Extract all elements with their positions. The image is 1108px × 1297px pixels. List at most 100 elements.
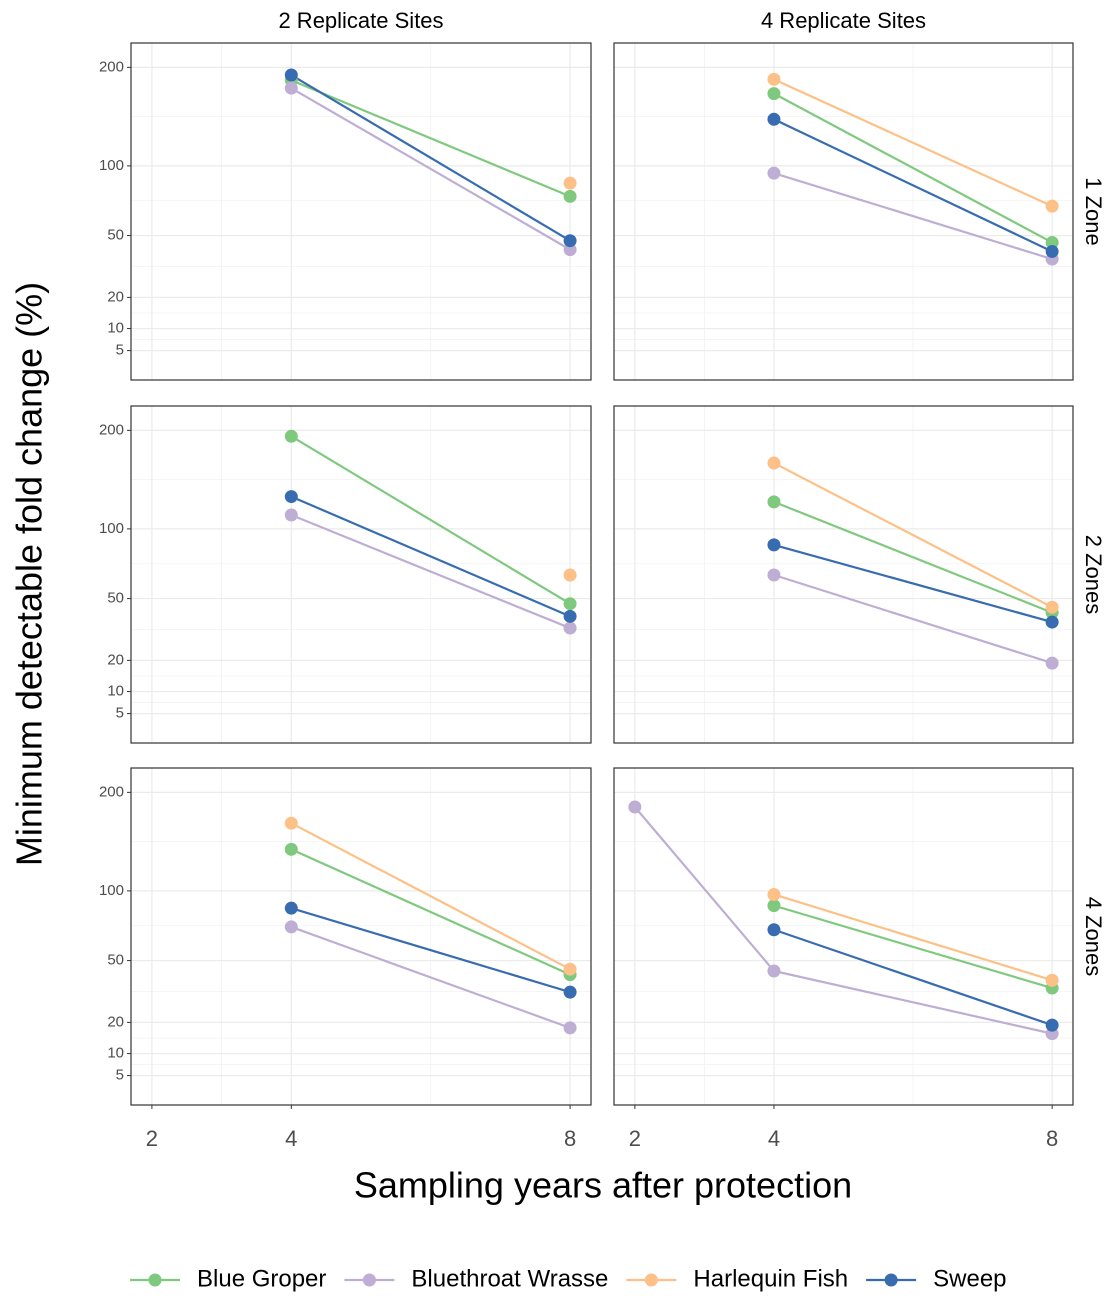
panel-background xyxy=(614,406,1073,743)
series-line xyxy=(290,907,571,994)
data-point xyxy=(767,923,781,937)
series-line xyxy=(290,87,571,251)
series-line xyxy=(290,848,571,976)
series-line xyxy=(773,500,1053,614)
legend-label: Sweep xyxy=(933,1265,1006,1292)
row-strip: 2 Zones xyxy=(1081,535,1106,615)
data-point xyxy=(1045,600,1059,614)
column-strip: 2 Replicate Sites xyxy=(278,8,443,33)
legend-marker xyxy=(148,1273,162,1287)
y-tick-label: 5 xyxy=(116,705,124,722)
data-point xyxy=(767,72,781,86)
y-tick-label: 50 xyxy=(107,952,124,969)
data-point xyxy=(767,887,781,901)
data-point xyxy=(284,490,298,504)
panel-background xyxy=(131,406,591,743)
legend-label: Bluethroat Wrasse xyxy=(411,1265,608,1292)
panel-background xyxy=(614,43,1073,380)
data-point xyxy=(767,495,781,509)
data-point xyxy=(1045,1018,1059,1032)
data-point xyxy=(284,508,298,522)
data-point xyxy=(767,112,781,126)
series-line xyxy=(773,573,1053,665)
x-tick-label: 8 xyxy=(564,1126,576,1151)
y-tick-label: 10 xyxy=(107,320,124,337)
y-tick-label: 100 xyxy=(99,882,124,899)
legend-label: Blue Groper xyxy=(197,1265,326,1292)
x-axis-label: Sampling years after protection xyxy=(354,1165,852,1206)
panel: 2 4 8 xyxy=(613,767,1074,1151)
panel-border xyxy=(613,42,1074,381)
row-strip: 4 Zones xyxy=(1081,897,1106,977)
data-point xyxy=(563,568,577,582)
data-point xyxy=(563,189,577,203)
series-line xyxy=(773,78,1053,208)
series-line xyxy=(290,514,571,630)
data-point xyxy=(284,68,298,82)
panel: 5 10 20 50 100 200 2 4 8 xyxy=(99,767,592,1151)
series-line xyxy=(773,118,1053,253)
data-point xyxy=(1045,235,1059,249)
column-strip: 4 Replicate Sites xyxy=(761,8,926,33)
series-line xyxy=(773,904,1053,990)
data-point xyxy=(284,81,298,95)
y-tick-label: 50 xyxy=(107,227,124,244)
series-line xyxy=(290,925,571,1029)
series-line xyxy=(290,79,571,198)
data-point xyxy=(563,176,577,190)
data-point xyxy=(563,609,577,623)
series-line xyxy=(773,92,1053,244)
data-point xyxy=(563,243,577,257)
series-line xyxy=(773,543,1053,624)
data-point xyxy=(767,166,781,180)
y-tick-label: 10 xyxy=(107,683,124,700)
x-tick-label: 4 xyxy=(285,1126,297,1151)
y-tick-label: 100 xyxy=(99,157,124,174)
x-tick-label: 2 xyxy=(629,1126,641,1151)
y-tick-label: 20 xyxy=(107,651,124,668)
data-point xyxy=(767,87,781,101)
data-point xyxy=(563,962,577,976)
data-point xyxy=(1045,244,1059,258)
panel-border xyxy=(130,405,592,744)
legend-marker xyxy=(644,1273,658,1287)
series-line xyxy=(773,462,1053,609)
panel-border xyxy=(613,767,1074,1106)
data-point xyxy=(628,800,642,814)
data-point xyxy=(284,816,298,830)
legend-marker xyxy=(884,1273,898,1287)
data-point xyxy=(563,621,577,635)
y-tick-label: 50 xyxy=(107,590,124,607)
series-line xyxy=(290,435,571,605)
panel xyxy=(613,42,1074,381)
panel-border xyxy=(613,405,1074,744)
data-point xyxy=(1045,973,1059,987)
data-point xyxy=(1045,615,1059,629)
panel: 5 10 20 50 100 200 xyxy=(99,405,592,744)
y-tick-label: 5 xyxy=(116,342,124,359)
series-line xyxy=(773,893,1053,982)
series-line xyxy=(290,74,571,242)
data-point xyxy=(1045,199,1059,213)
y-tick-label: 10 xyxy=(107,1045,124,1062)
panel-border xyxy=(130,42,592,381)
data-point xyxy=(767,964,781,978)
panel-background xyxy=(614,768,1073,1105)
y-axis-label: Minimum detectable fold change (%) xyxy=(9,282,50,866)
legend-label: Harlequin Fish xyxy=(693,1265,848,1292)
y-tick-label: 20 xyxy=(107,288,124,305)
series-line xyxy=(773,172,1053,261)
data-point xyxy=(563,985,577,999)
x-tick-label: 8 xyxy=(1046,1126,1058,1151)
panel-background xyxy=(131,768,591,1105)
data-point xyxy=(563,597,577,611)
data-point xyxy=(767,538,781,552)
series-line xyxy=(773,928,1053,1027)
panel-background xyxy=(131,43,591,380)
y-tick-label: 200 xyxy=(99,421,124,438)
panel xyxy=(613,405,1074,744)
data-point xyxy=(284,901,298,915)
data-point xyxy=(767,568,781,582)
data-point xyxy=(284,842,298,856)
